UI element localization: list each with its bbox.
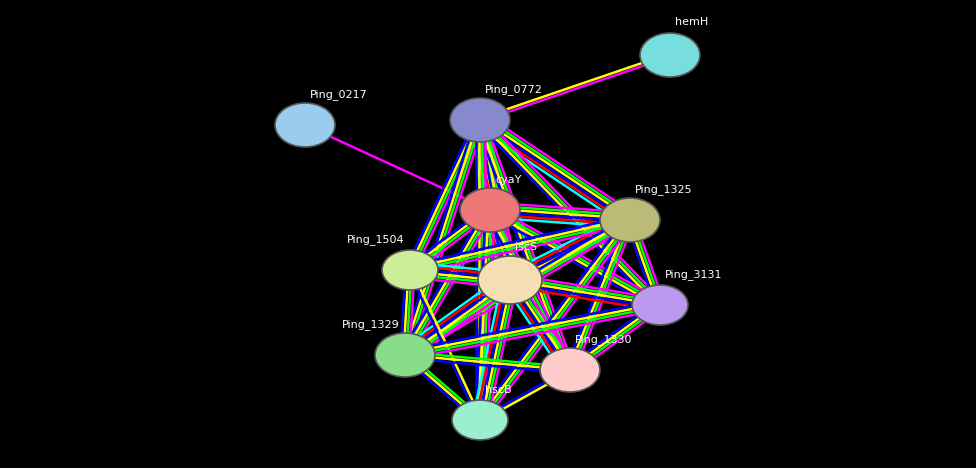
Ellipse shape	[540, 348, 600, 392]
Text: hscB: hscB	[485, 385, 511, 395]
Text: Ping_1329: Ping_1329	[343, 319, 400, 330]
Ellipse shape	[375, 333, 435, 377]
Text: Ping_0772: Ping_0772	[485, 84, 543, 95]
Text: cyaY: cyaY	[495, 175, 521, 185]
Ellipse shape	[450, 98, 510, 142]
Text: Ping_1330: Ping_1330	[575, 334, 632, 345]
Ellipse shape	[478, 256, 542, 304]
Text: Ping_3131: Ping_3131	[665, 269, 722, 280]
Text: Ping_1504: Ping_1504	[347, 234, 405, 245]
Ellipse shape	[275, 103, 335, 147]
Ellipse shape	[382, 250, 438, 290]
Text: Ping_0217: Ping_0217	[310, 89, 368, 100]
Text: hemH: hemH	[675, 17, 709, 27]
Ellipse shape	[600, 198, 660, 242]
Text: Ping_1325: Ping_1325	[635, 184, 693, 195]
Text: iscS: iscS	[515, 242, 537, 252]
Ellipse shape	[460, 188, 520, 232]
Ellipse shape	[640, 33, 700, 77]
Ellipse shape	[632, 285, 688, 325]
Ellipse shape	[452, 400, 508, 440]
